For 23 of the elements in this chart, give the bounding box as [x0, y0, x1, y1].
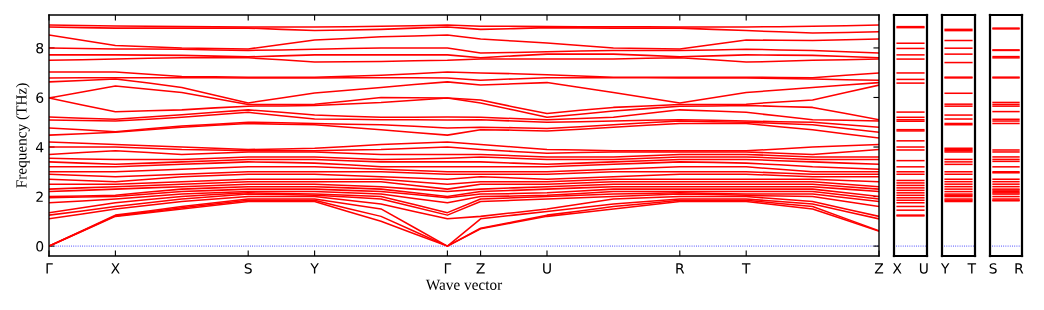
- x-tick-label: Y: [940, 263, 950, 274]
- x-tick-label: Z: [476, 263, 485, 274]
- y-tick-label: 2: [36, 191, 43, 202]
- x-tick-label: Γ: [444, 263, 452, 274]
- x-tick-label: R: [676, 263, 685, 274]
- x-tick-label: T: [967, 263, 977, 274]
- y-axis-title: Frequency (THz): [15, 83, 30, 188]
- x-tick-label: S: [989, 263, 997, 274]
- x-tick-label: Y: [310, 263, 319, 274]
- x-tick-label: Γ: [46, 263, 53, 274]
- x-tick-label: T: [741, 263, 751, 274]
- y-tick-label: 8: [36, 42, 44, 54]
- x-tick-label: U: [919, 263, 928, 274]
- x-tick-label: Z: [874, 263, 884, 274]
- x-tick-label: X: [111, 263, 120, 274]
- x-tick-label: S: [244, 263, 252, 274]
- y-tick-label: 4: [35, 142, 44, 153]
- y-tick-label: 0: [36, 241, 44, 252]
- x-axis-title: Wave vector: [425, 279, 503, 290]
- x-tick-label: X: [892, 263, 902, 274]
- y-tick-label: 6: [36, 92, 44, 103]
- x-tick-label: R: [1015, 263, 1024, 274]
- x-tick-label: U: [543, 263, 551, 274]
